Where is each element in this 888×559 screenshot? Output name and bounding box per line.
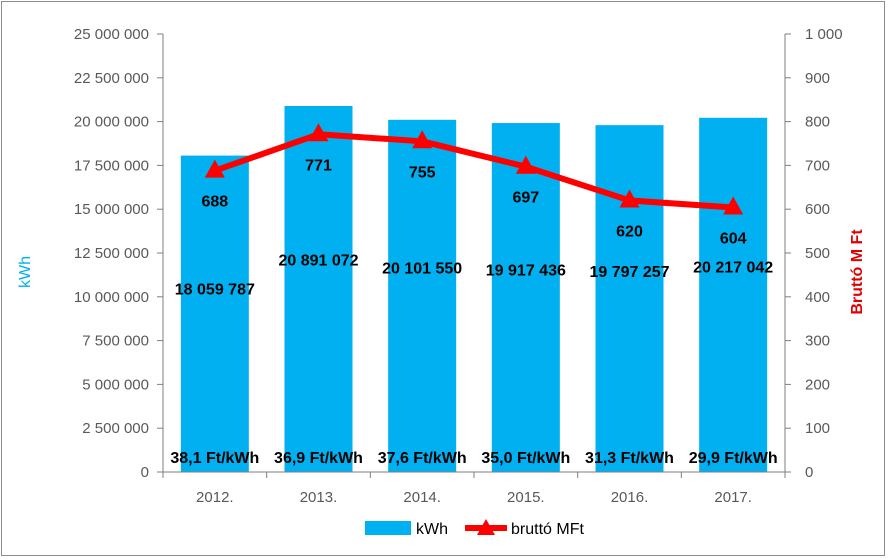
category-label: 2013.	[300, 489, 338, 506]
right-tick-label: 800	[805, 114, 830, 131]
unit-price-label: 36,9 Ft/kWh	[274, 450, 363, 467]
category-label: 2016.	[611, 489, 649, 506]
legend: kWh bruttó MFt	[365, 519, 584, 538]
left-tick-label: 0	[141, 464, 149, 481]
right-tick-label: 200	[805, 376, 830, 393]
kwh-bar	[491, 123, 560, 473]
kwh-value-label: 19 917 436	[486, 263, 566, 280]
left-tick-label: 25 000 000	[74, 26, 149, 43]
category-label: 2015.	[507, 489, 545, 506]
left-axis-title: kWh	[17, 256, 34, 288]
brutto-value-label: 604	[720, 230, 747, 247]
legend-brutto-marker	[477, 519, 495, 535]
unit-price-label: 35,0 Ft/kWh	[481, 450, 570, 467]
left-tick-label: 22 500 000	[74, 70, 149, 87]
left-tick-label: 15 000 000	[74, 201, 149, 218]
brutto-value-label: 771	[305, 157, 332, 174]
kwh-value-label: 18 059 787	[175, 281, 255, 298]
brutto-value-label: 697	[512, 190, 539, 207]
right-tick-label: 600	[805, 201, 830, 218]
brutto-point	[412, 130, 433, 149]
left-tick-label: 2 500 000	[82, 420, 149, 437]
unit-price-label: 37,6 Ft/kWh	[378, 450, 467, 467]
left-tick-label: 5 000 000	[82, 376, 149, 393]
brutto-point	[723, 196, 744, 215]
brutto-point	[619, 189, 640, 208]
legend-kwh-label: kWh	[416, 521, 448, 538]
brutto-value-label: 620	[616, 223, 643, 240]
brutto-line-path	[211, 131, 737, 211]
category-label: 2012.	[196, 489, 234, 506]
left-tick-label: 17 500 000	[74, 157, 149, 174]
brutto-value-label: 755	[409, 164, 436, 181]
left-axis-ticks: 0 2 500 000 5 000 000 7 500 000 10 000 000 12…	[74, 26, 163, 481]
legend-brutto-label: bruttó MFt	[511, 521, 584, 538]
right-tick-label: 400	[805, 289, 830, 306]
kwh-value-label: 19 797 257	[589, 264, 669, 281]
unit-price-label: 31,3 Ft/kWh	[585, 450, 674, 467]
right-tick-label: 500	[805, 245, 830, 262]
category-labels: 2012. 2013. 2014. 2015. 2016. 2017.	[196, 489, 752, 506]
kwh-bar	[388, 119, 457, 472]
kwh-value-label: 20 891 072	[278, 253, 358, 270]
kwh-bar-labels: 18 059 787 20 891 072 20 101 550 19 917 436…	[175, 253, 774, 299]
legend-kwh-swatch	[365, 521, 411, 535]
right-tick-label: 100	[805, 420, 830, 437]
axes	[162, 34, 786, 478]
brutto-point	[515, 155, 536, 174]
kwh-bar	[180, 155, 249, 472]
kwh-bar	[699, 117, 768, 472]
category-label: 2014.	[403, 489, 441, 506]
brutto-point	[308, 123, 329, 142]
right-tick-label: 700	[805, 157, 830, 174]
brutto-value-label: 688	[201, 194, 228, 211]
brutto-line-labels: 688 771 755 697 620 604	[201, 157, 746, 247]
category-label: 2017.	[714, 489, 752, 506]
unit-price-label: 29,9 Ft/kWh	[689, 450, 778, 467]
brutto-point	[204, 159, 225, 178]
kwh-value-label: 20 217 042	[693, 260, 773, 277]
kwh-bar	[595, 125, 664, 473]
right-axis-ticks: 0 100 200 300 400 500 600 700 800 900 1 000	[785, 26, 843, 481]
right-tick-label: 0	[805, 464, 813, 481]
right-tick-label: 1 000	[805, 26, 843, 43]
right-tick-label: 300	[805, 333, 830, 350]
unit-price-label: 38,1 Ft/kWh	[170, 450, 259, 467]
right-tick-label: 900	[805, 70, 830, 87]
left-tick-label: 20 000 000	[74, 114, 149, 131]
left-tick-label: 12 500 000	[74, 245, 149, 262]
brutto-line	[204, 123, 744, 215]
unit-price-labels: 38,1 Ft/kWh 36,9 Ft/kWh 37,6 Ft/kWh 35,0 Ft…	[170, 450, 777, 467]
kwh-value-label: 20 101 550	[382, 261, 462, 278]
kwh-bar	[284, 105, 353, 473]
right-axis-title: Bruttó M Ft	[849, 229, 866, 315]
kwh-bars	[180, 105, 768, 473]
left-tick-label: 10 000 000	[74, 289, 149, 306]
left-tick-label: 7 500 000	[82, 333, 149, 350]
